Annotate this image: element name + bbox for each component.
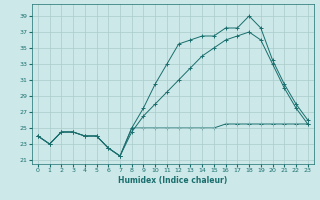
X-axis label: Humidex (Indice chaleur): Humidex (Indice chaleur) — [118, 176, 228, 185]
